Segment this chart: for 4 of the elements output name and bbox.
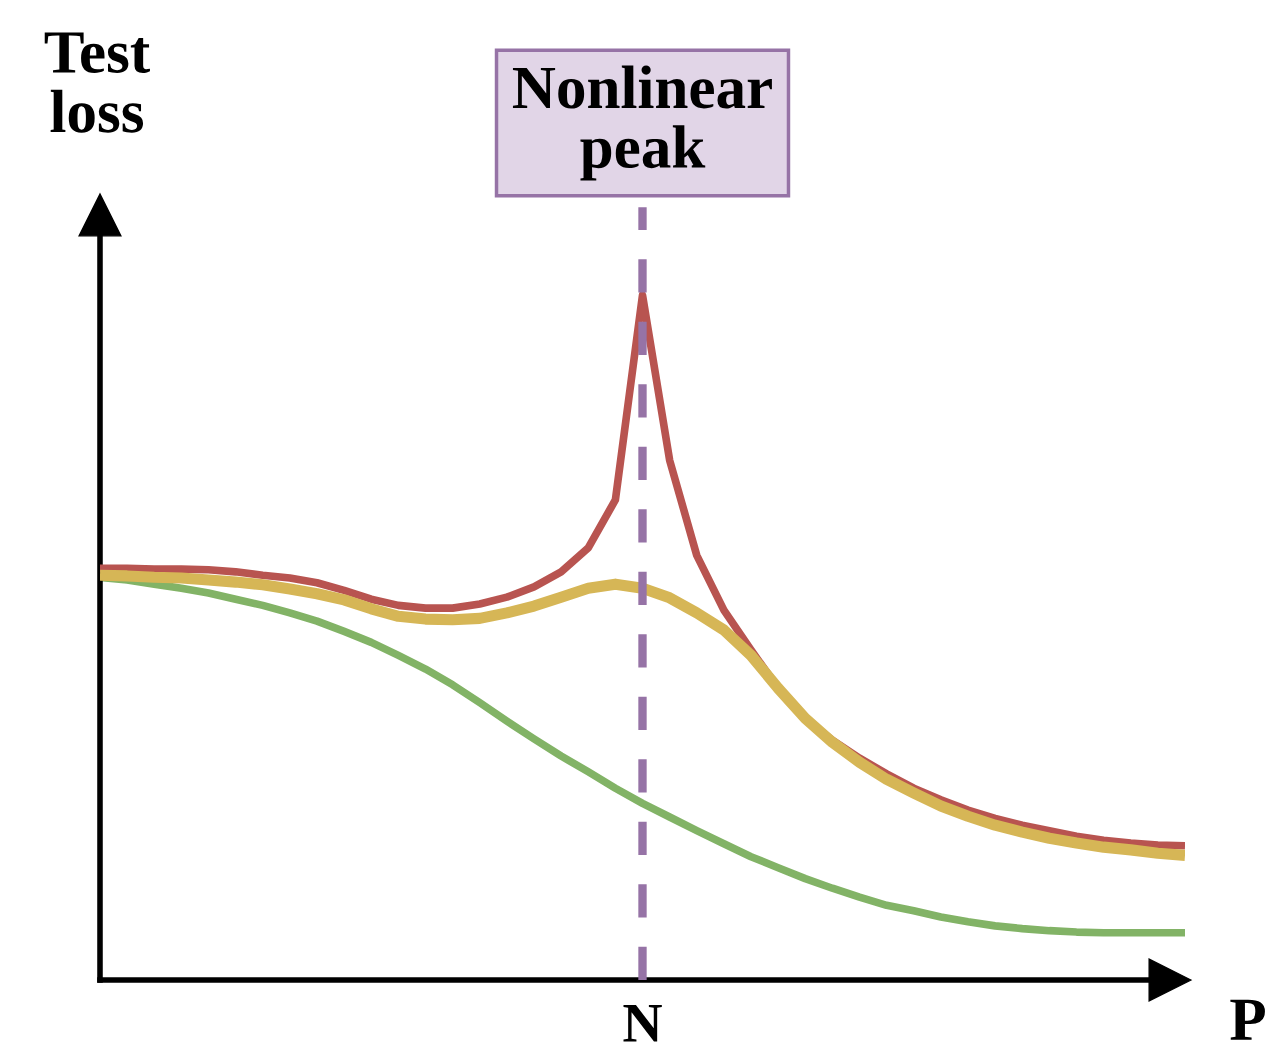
y-axis-title: Test loss <box>44 32 150 133</box>
text: N <box>623 1005 662 1042</box>
text: Nonlinear peak <box>512 65 772 181</box>
x-axis-title: P <box>1230 999 1265 1040</box>
